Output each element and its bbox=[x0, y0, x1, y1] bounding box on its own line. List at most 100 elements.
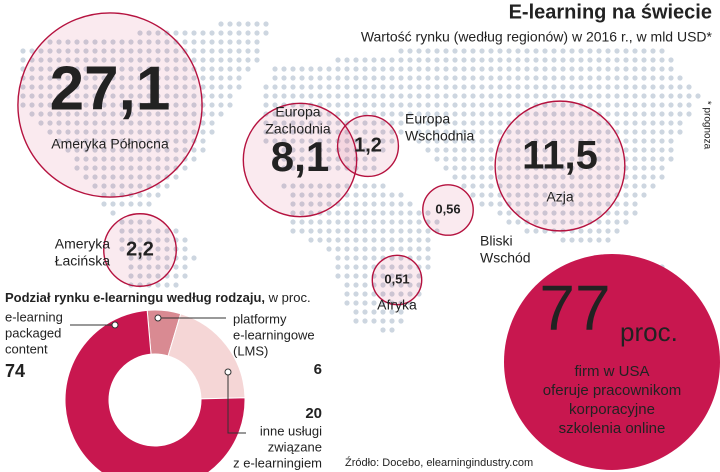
map-dot bbox=[488, 156, 494, 162]
stat-unit: proc. bbox=[620, 317, 678, 347]
map-dot bbox=[416, 102, 422, 108]
map-dot bbox=[479, 48, 485, 54]
map-dot bbox=[164, 57, 170, 63]
map-dot bbox=[578, 156, 584, 162]
map-dot bbox=[146, 165, 152, 171]
map-dot bbox=[38, 84, 44, 90]
map-dot bbox=[443, 111, 449, 117]
map-dot bbox=[227, 21, 233, 27]
map-dot bbox=[164, 39, 170, 45]
map-dot bbox=[605, 111, 611, 117]
map-dot bbox=[461, 48, 467, 54]
map-dot bbox=[542, 183, 548, 189]
map-dot bbox=[119, 138, 125, 144]
map-dot bbox=[290, 219, 296, 225]
map-dot bbox=[119, 228, 125, 234]
map-dot bbox=[317, 66, 323, 72]
map-dot bbox=[146, 102, 152, 108]
map-dot bbox=[371, 237, 377, 243]
map-dot bbox=[398, 219, 404, 225]
map-dot bbox=[92, 66, 98, 72]
map-dot bbox=[398, 228, 404, 234]
map-dot bbox=[398, 111, 404, 117]
map-dot bbox=[641, 183, 647, 189]
map-dot bbox=[470, 192, 476, 198]
map-dot bbox=[182, 30, 188, 36]
map-dot bbox=[110, 120, 116, 126]
map-dot bbox=[56, 48, 62, 54]
map-dot bbox=[164, 129, 170, 135]
map-dot bbox=[560, 48, 566, 54]
map-dot bbox=[290, 192, 296, 198]
map-dot bbox=[515, 192, 521, 198]
map-dot bbox=[569, 219, 575, 225]
map-dot bbox=[551, 192, 557, 198]
map-dot bbox=[569, 210, 575, 216]
map-dot bbox=[614, 111, 620, 117]
map-dot bbox=[272, 138, 278, 144]
map-dot bbox=[623, 102, 629, 108]
map-dot bbox=[533, 129, 539, 135]
map-dot bbox=[182, 66, 188, 72]
map-dot bbox=[398, 84, 404, 90]
map-dot bbox=[506, 183, 512, 189]
map-dot bbox=[596, 75, 602, 81]
map-dot bbox=[173, 111, 179, 117]
map-dot bbox=[578, 228, 584, 234]
map-dot bbox=[128, 147, 134, 153]
donut-label: z e-learningiem bbox=[233, 455, 322, 470]
map-dot bbox=[506, 138, 512, 144]
map-dot bbox=[47, 66, 53, 72]
donut-value: 20 bbox=[305, 405, 322, 422]
map-dot bbox=[119, 156, 125, 162]
map-dot bbox=[398, 273, 404, 279]
map-dot bbox=[173, 93, 179, 99]
map-dot bbox=[101, 183, 107, 189]
map-dot bbox=[551, 75, 557, 81]
map-dot bbox=[668, 84, 674, 90]
map-dot bbox=[398, 291, 404, 297]
map-dot bbox=[452, 75, 458, 81]
map-dot bbox=[560, 183, 566, 189]
map-dot bbox=[335, 273, 341, 279]
map-dot bbox=[344, 300, 350, 306]
map-dot bbox=[119, 120, 125, 126]
map-dot bbox=[191, 84, 197, 90]
map-dot bbox=[155, 273, 161, 279]
map-dot bbox=[380, 318, 386, 324]
map-dot bbox=[560, 147, 566, 153]
map-dot bbox=[137, 129, 143, 135]
map-dot bbox=[542, 156, 548, 162]
map-dot bbox=[425, 120, 431, 126]
map-dot bbox=[101, 174, 107, 180]
map-dot bbox=[317, 183, 323, 189]
map-dot bbox=[155, 174, 161, 180]
map-dot bbox=[101, 66, 107, 72]
map-dot bbox=[335, 165, 341, 171]
map-dot bbox=[560, 66, 566, 72]
map-dot bbox=[461, 102, 467, 108]
map-dot bbox=[542, 48, 548, 54]
map-dot bbox=[164, 282, 170, 288]
map-dot bbox=[200, 138, 206, 144]
map-dot bbox=[569, 57, 575, 63]
map-dot bbox=[164, 264, 170, 270]
map-dot bbox=[551, 120, 557, 126]
map-dot bbox=[128, 102, 134, 108]
map-dot bbox=[182, 93, 188, 99]
map-dot bbox=[407, 57, 413, 63]
map-dot bbox=[524, 75, 530, 81]
map-dot bbox=[515, 57, 521, 63]
map-dot bbox=[200, 39, 206, 45]
map-dot bbox=[389, 84, 395, 90]
map-dot bbox=[641, 120, 647, 126]
map-dot bbox=[101, 75, 107, 81]
map-dot bbox=[614, 210, 620, 216]
map-dot bbox=[128, 120, 134, 126]
map-dot bbox=[290, 156, 296, 162]
map-dot bbox=[398, 48, 404, 54]
map-dot bbox=[407, 246, 413, 252]
map-dot bbox=[569, 165, 575, 171]
map-dot bbox=[515, 174, 521, 180]
map-dot bbox=[641, 174, 647, 180]
